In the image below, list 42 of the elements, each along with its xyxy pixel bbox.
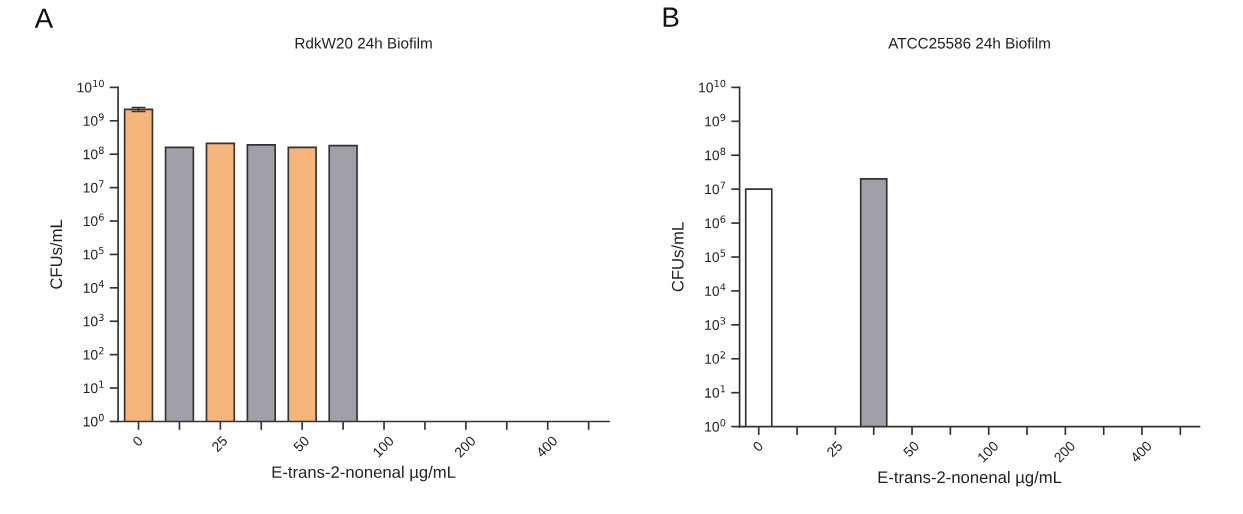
y-tick-label: 10$^{6}$: [83, 213, 104, 227]
y-tick-label: 10$^{7}$: [83, 180, 104, 193]
x-tick-label: 0: [752, 440, 764, 453]
y-tick-label: 10$^{9}$: [705, 113, 726, 127]
y-tick-label: 10$^{2}$: [705, 351, 725, 364]
y-tick-label: 10$^{5}$: [705, 249, 726, 263]
x-tick-label: 400: [1129, 440, 1153, 464]
y-tick-label: 10$^{8}$: [705, 147, 726, 161]
y-tick-label: 10$^{0}$: [83, 413, 104, 427]
x-tick-label: 25: [826, 440, 844, 458]
y-tick-label: 10$^{9}$: [83, 113, 104, 126]
y-tick-label: 10$^{4}$: [705, 283, 726, 296]
x-axis-title: E-trans-2-nonenal µg/mL: [878, 470, 1062, 487]
chart-title: RdkW20 24h Biofilm: [295, 37, 432, 49]
x-tick-label: 200: [1053, 440, 1076, 463]
y-tick-label: 10$^{3}$: [705, 317, 726, 330]
chart-title: ATCC25586 24h Biofilm: [888, 37, 1050, 49]
y-axis-title: CFUs/mL: [49, 219, 63, 289]
y-tick-label: 10$^{2}$: [83, 347, 104, 360]
x-tick-label: 400: [535, 435, 559, 459]
y-tick-label: 10$^{5}$: [83, 246, 104, 260]
y-tick-label: 10$^{3}$: [83, 313, 104, 327]
y-tick-label: 10$^{10}$: [699, 79, 726, 93]
y-tick-label: 10$^{7}$: [705, 181, 726, 195]
x-tick-label: 100: [976, 440, 1000, 463]
x-tick-label: 25: [211, 435, 229, 453]
x-tick-label: 50: [902, 440, 920, 458]
x-tick-label: 0: [131, 435, 144, 447]
y-tick-label: 10$^{8}$: [83, 146, 104, 160]
x-axis-title: E-trans-2-nonenal µg/mL: [272, 465, 456, 482]
x-tick-label: 100: [372, 435, 395, 458]
y-axis-title: CFUs/mL: [671, 222, 684, 292]
x-tick-label: 200: [453, 435, 477, 458]
y-tick-label: 10$^{4}$: [83, 280, 104, 293]
y-tick-label: 10$^{10}$: [77, 79, 104, 93]
text: A: [34, 8, 54, 28]
y-tick-label: 10$^{1}$: [83, 380, 104, 394]
y-tick-label: 10$^{1}$: [705, 385, 726, 398]
text: B: [663, 7, 679, 27]
x-tick-label: 50: [292, 435, 310, 453]
y-tick-label: 10$^{6}$: [705, 215, 726, 229]
y-tick-label: 10$^{0}$: [705, 419, 726, 432]
